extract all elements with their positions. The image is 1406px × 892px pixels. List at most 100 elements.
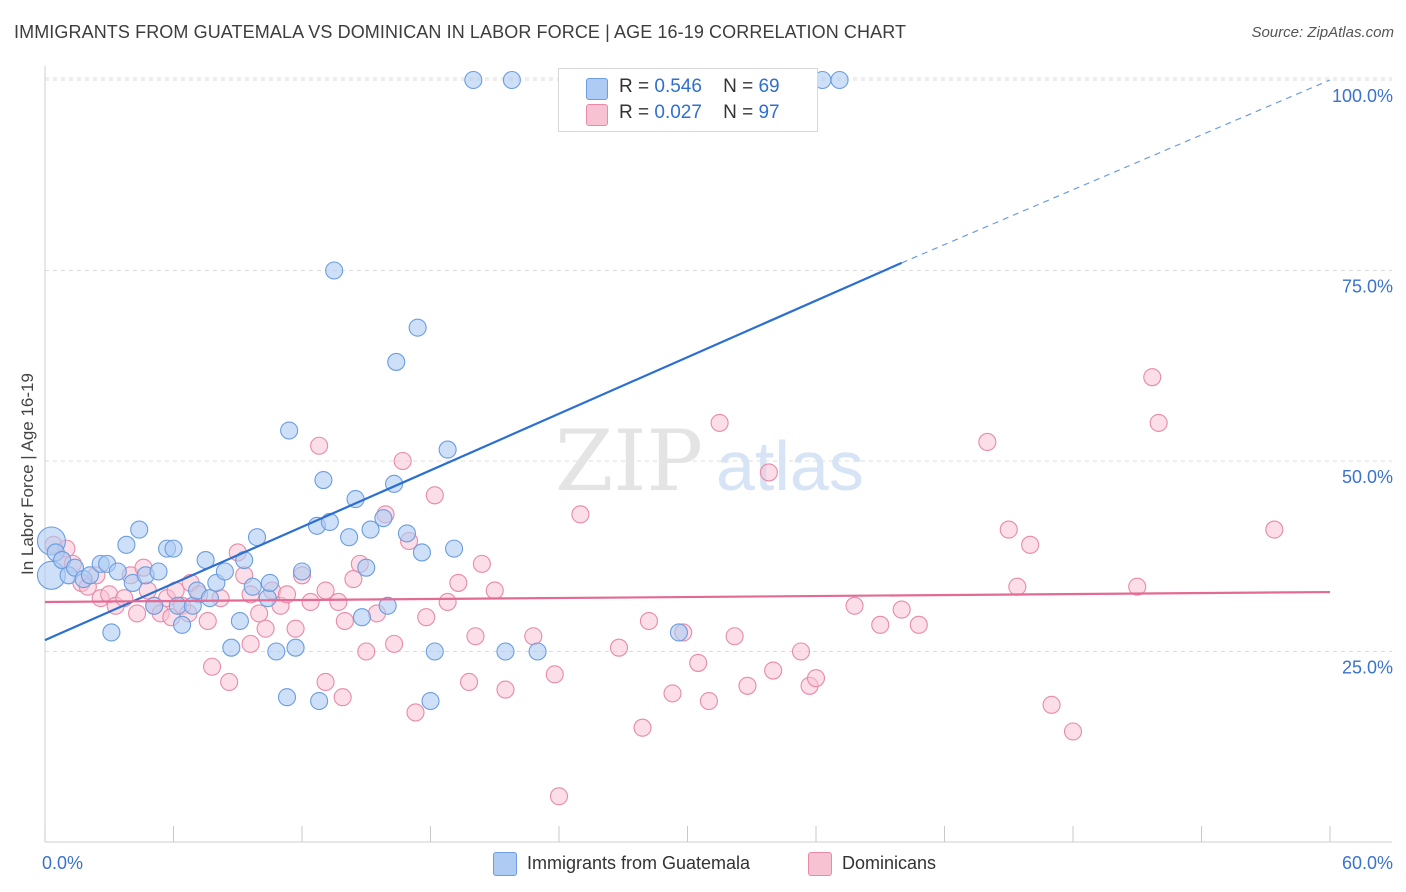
dominicans-point xyxy=(406,703,425,722)
guatemala-point xyxy=(173,615,192,634)
trend-lines xyxy=(44,79,1331,642)
dominicans-point xyxy=(571,505,590,524)
guatemala-point xyxy=(830,70,849,90)
dominicans-point xyxy=(425,486,444,505)
dominicans-point xyxy=(256,619,275,638)
guatemala-point xyxy=(314,470,333,490)
dominicans-point xyxy=(220,672,239,692)
dominicans-point xyxy=(764,661,783,680)
dominicans-point xyxy=(1265,520,1284,539)
dominicans-point xyxy=(699,691,718,711)
dominicans-point xyxy=(333,688,352,707)
dominicans-point xyxy=(485,581,504,600)
dominicans-point xyxy=(316,581,335,600)
dominicans-point xyxy=(472,554,491,573)
guatemala-point xyxy=(361,520,380,539)
dominicans-point xyxy=(871,615,890,634)
dominicans-point xyxy=(845,596,864,615)
guatemala-point xyxy=(222,638,241,657)
guatemala-point xyxy=(397,524,416,543)
guatemala-point xyxy=(286,638,305,657)
dominicans-point xyxy=(316,672,335,692)
legend-n-label: N = xyxy=(723,76,754,97)
guatemala-point xyxy=(464,70,483,90)
guatemala-point xyxy=(408,318,427,337)
dominicans-point xyxy=(1008,577,1027,596)
x-tick-label-max: 60.0% xyxy=(1342,853,1393,873)
dominicans-point xyxy=(344,570,363,589)
guatemala-point xyxy=(200,589,219,608)
bottom-legend-label-guatemala: Immigrants from Guatemala xyxy=(527,853,751,873)
dominicans-point xyxy=(286,619,305,638)
dominicans-point xyxy=(1128,577,1147,596)
guatemala-point xyxy=(108,562,127,581)
dominicans-point xyxy=(738,676,757,695)
watermark-atlas: atlas xyxy=(716,427,864,505)
dominicans-point xyxy=(329,592,348,612)
bottom-legend-swatch-guatemala xyxy=(493,852,517,876)
guatemala-point xyxy=(496,642,515,661)
y-tick-label: 50.0% xyxy=(1342,467,1393,487)
guatemala-point xyxy=(669,623,688,642)
dominicans-point xyxy=(1042,695,1061,714)
dominicans-point xyxy=(198,611,217,631)
watermark: ZIP atlas xyxy=(555,412,864,510)
chart-source: Source: ZipAtlas.com xyxy=(1251,24,1394,41)
guatemala-point xyxy=(438,440,457,459)
dominicans-point xyxy=(663,684,682,703)
chart-title: IMMIGRANTS FROM GUATEMALA VS DOMINICAN I… xyxy=(14,22,907,42)
dominicans-point xyxy=(459,672,479,692)
dominicans-point xyxy=(609,638,629,657)
watermark-zip: ZIP xyxy=(555,412,703,510)
dominicans-point xyxy=(496,680,515,699)
dominicans-point xyxy=(725,627,744,646)
dominicans-point xyxy=(128,604,147,623)
dominicans-point xyxy=(449,573,468,592)
dominicans-point xyxy=(357,642,376,661)
legend-swatch-dominicans xyxy=(586,104,608,126)
dominicans-point xyxy=(892,600,911,619)
dominicans-point xyxy=(1063,722,1083,741)
dominicans-point xyxy=(417,608,436,627)
legend-n-value: 97 xyxy=(758,102,780,123)
guatemala-point xyxy=(102,623,121,642)
guatemala-point xyxy=(149,562,168,581)
y-tick-label: 25.0% xyxy=(1342,658,1393,678)
guatemala-point xyxy=(260,573,279,592)
bottom-legend-swatch-dominicans xyxy=(808,852,832,876)
guatemala-point xyxy=(130,520,149,539)
guatemala-point xyxy=(267,642,286,661)
guatemala-point xyxy=(320,512,339,532)
legend-swatch-guatemala xyxy=(586,78,608,100)
dominicans-point xyxy=(241,634,260,653)
dominicans-point xyxy=(549,787,569,806)
guatemala-point xyxy=(164,539,183,558)
legend-r-value: 0.027 xyxy=(654,102,702,123)
dominicans-point xyxy=(466,627,485,646)
dominicans-point xyxy=(310,436,329,455)
guatemala-point xyxy=(310,691,329,711)
legend-n-label: N = xyxy=(723,102,754,123)
y-tick-label: 100.0% xyxy=(1332,86,1393,106)
guatemala-point xyxy=(243,577,262,596)
dominicans-point xyxy=(203,657,222,676)
dominicans-point xyxy=(633,718,652,737)
dominicans-point xyxy=(909,615,928,634)
guatemala-point xyxy=(357,558,376,577)
guatemala-point xyxy=(421,691,440,711)
guatemala-point xyxy=(258,589,277,608)
dominicans-point xyxy=(759,463,778,482)
guatemala-point xyxy=(292,562,312,581)
guatemala-point xyxy=(387,352,406,371)
dominicans-point xyxy=(438,592,457,612)
axes xyxy=(44,66,1392,843)
legend-r-label: R = xyxy=(619,102,650,123)
tick-labels: 25.0% 50.0% 75.0% 100.0% 0.0% 60.0% xyxy=(42,86,1393,873)
dominicans-point xyxy=(250,604,269,623)
dominicans-point xyxy=(978,432,997,452)
dominicans-point xyxy=(335,611,354,631)
guatemala-trend-extension xyxy=(901,79,1331,264)
stats-legend: R = 0.546 N = 69 R = 0.027 N = 97 xyxy=(558,68,818,132)
guatemala-point xyxy=(502,70,521,90)
guatemala-point xyxy=(215,562,234,581)
